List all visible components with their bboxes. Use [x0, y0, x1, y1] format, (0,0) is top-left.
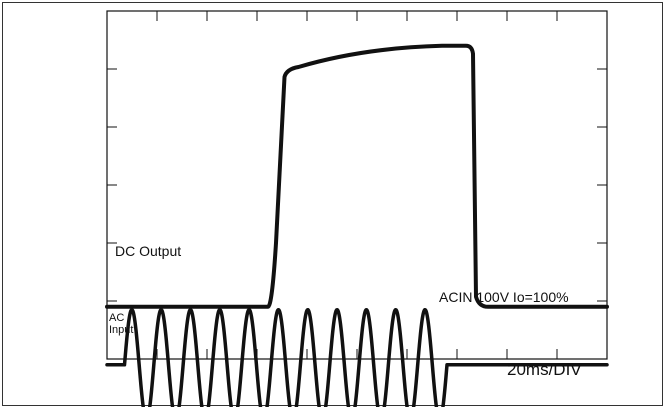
dc-output-trace: [105, 43, 609, 309]
series-label-dc-output: DC Output: [115, 243, 181, 259]
oscilloscope-chart: DC Output AC Input ACIN 100V Io=100% 20m…: [105, 10, 609, 407]
scope-frame: DC Output AC Input ACIN 100V Io=100% 20m…: [2, 2, 663, 407]
test-condition-label: ACIN 100V Io=100%: [439, 289, 569, 305]
timebase-label: 20ms/DIV: [507, 360, 582, 379]
ac-input-trace: [105, 307, 609, 407]
series-label-ac-input-line1: AC: [109, 312, 124, 324]
division-ticks: [107, 11, 607, 359]
series-label-ac-input-line2: Input: [109, 324, 133, 336]
